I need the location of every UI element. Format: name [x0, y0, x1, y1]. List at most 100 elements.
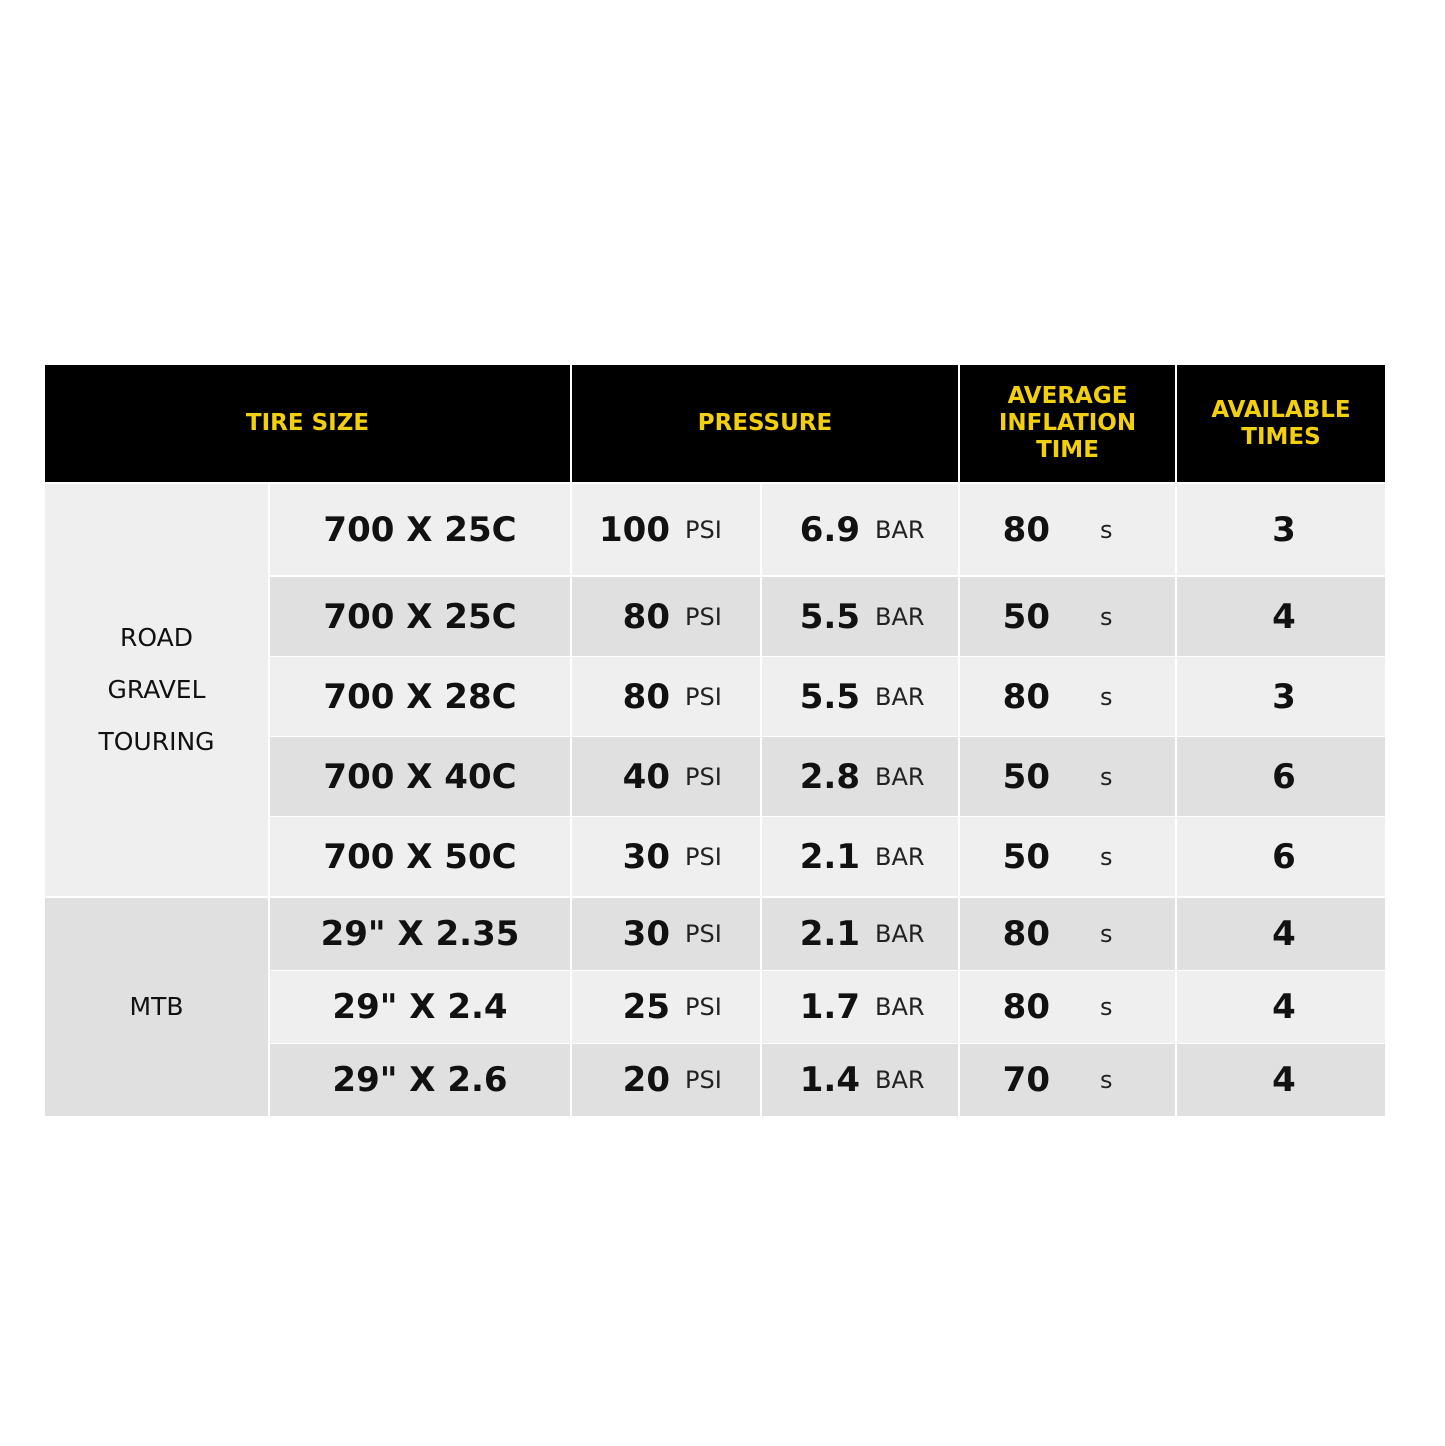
psi-unit-wrap: PSI [685, 657, 760, 736]
psi-value-wrap: 100 [572, 484, 670, 575]
time-value: 70 [1002, 1060, 1050, 1100]
psi-unit: PSI [685, 842, 722, 871]
category-label: TOURING [98, 727, 215, 756]
available-times-cell: 6 [1177, 817, 1385, 896]
time-value: 80 [1002, 987, 1050, 1027]
category-road-gravel-touring: ROAD GRAVEL TOURING [45, 484, 268, 896]
time-value-wrap: 80 [960, 657, 1050, 736]
tire-size-cell: 700 X 50C [270, 817, 570, 896]
bar-unit-wrap: BAR [875, 1044, 958, 1116]
time-unit: s [1100, 515, 1113, 544]
psi-cell: 100 PSI [572, 484, 760, 575]
tire-size-value: 700 X 50C [323, 836, 517, 877]
time-value-wrap: 50 [960, 737, 1050, 816]
time-cell: 50 s [960, 577, 1175, 656]
time-value: 50 [1002, 596, 1050, 637]
psi-value-wrap: 80 [572, 657, 670, 736]
available-times-value: 6 [1272, 756, 1296, 797]
time-value: 80 [1002, 914, 1050, 954]
time-unit-wrap: s [1100, 971, 1175, 1043]
tire-size-value: 700 X 40C [323, 756, 517, 797]
psi-unit: PSI [685, 515, 722, 544]
tire-size-cell: 700 X 40C [270, 737, 570, 816]
time-cell: 80 s [960, 657, 1175, 736]
psi-value: 40 [622, 756, 670, 797]
bar-unit: BAR [875, 920, 925, 948]
bar-value: 2.1 [799, 836, 860, 877]
tire-size-value: 700 X 28C [323, 676, 517, 717]
time-unit-wrap: s [1100, 817, 1175, 896]
available-times-value: 4 [1272, 596, 1296, 637]
time-cell: 80 s [960, 971, 1175, 1043]
tire-size-cell: 700 X 28C [270, 657, 570, 736]
header-pressure: PRESSURE [572, 365, 958, 482]
psi-value: 30 [622, 836, 670, 877]
bar-value: 2.1 [799, 914, 860, 954]
bar-unit: BAR [875, 682, 925, 711]
bar-value-wrap: 6.9 [762, 484, 860, 575]
psi-unit-wrap: PSI [685, 737, 760, 816]
psi-unit: PSI [685, 762, 722, 791]
psi-unit-wrap: PSI [685, 577, 760, 656]
bar-value-wrap: 2.1 [762, 817, 860, 896]
available-times-value: 4 [1272, 914, 1296, 954]
category-mtb: MTB [45, 898, 268, 1116]
available-times-cell: 4 [1177, 971, 1385, 1043]
bar-cell: 2.1 BAR [762, 898, 958, 970]
bar-cell: 2.8 BAR [762, 737, 958, 816]
header-avg-inflation-time: AVERAGE INFLATION TIME [960, 365, 1175, 482]
time-value-wrap: 80 [960, 898, 1050, 970]
psi-cell: 30 PSI [572, 817, 760, 896]
header-tire-size: TIRE SIZE [45, 365, 570, 482]
time-value: 50 [1002, 836, 1050, 877]
psi-value-wrap: 40 [572, 737, 670, 816]
psi-cell: 40 PSI [572, 737, 760, 816]
bar-cell: 6.9 BAR [762, 484, 958, 575]
bar-value-wrap: 1.4 [762, 1044, 860, 1116]
time-cell: 50 s [960, 817, 1175, 896]
available-times-cell: 3 [1177, 484, 1385, 575]
time-unit: s [1100, 602, 1113, 631]
time-value: 50 [1002, 756, 1050, 797]
time-cell: 80 s [960, 484, 1175, 575]
tire-size-cell: 29" X 2.6 [270, 1044, 570, 1116]
psi-unit: PSI [685, 682, 722, 711]
time-value-wrap: 50 [960, 817, 1050, 896]
psi-value-wrap: 25 [572, 971, 670, 1043]
psi-cell: 30 PSI [572, 898, 760, 970]
bar-value: 2.8 [799, 756, 860, 797]
available-times-cell: 6 [1177, 737, 1385, 816]
bar-cell: 2.1 BAR [762, 817, 958, 896]
bar-unit-wrap: BAR [875, 817, 958, 896]
tire-size-cell: 29" X 2.4 [270, 971, 570, 1043]
tire-size-value: 700 X 25C [323, 509, 517, 550]
bar-unit: BAR [875, 842, 925, 871]
time-cell: 50 s [960, 737, 1175, 816]
bar-value-wrap: 5.5 [762, 657, 860, 736]
psi-cell: 80 PSI [572, 577, 760, 656]
tire-size-value: 29" X 2.4 [332, 987, 508, 1027]
tire-size-value: 29" X 2.35 [320, 914, 520, 954]
bar-value-wrap: 2.1 [762, 898, 860, 970]
time-value: 80 [1002, 676, 1050, 717]
time-unit-wrap: s [1100, 898, 1175, 970]
available-times-value: 3 [1272, 676, 1296, 717]
psi-value: 80 [622, 676, 670, 717]
available-times-cell: 4 [1177, 1044, 1385, 1116]
psi-value-wrap: 30 [572, 898, 670, 970]
bar-cell: 1.4 BAR [762, 1044, 958, 1116]
bar-unit-wrap: BAR [875, 737, 958, 816]
psi-value: 30 [622, 914, 670, 954]
bar-unit: BAR [875, 993, 925, 1021]
available-times-value: 4 [1272, 987, 1296, 1027]
time-cell: 80 s [960, 898, 1175, 970]
psi-value-wrap: 80 [572, 577, 670, 656]
available-times-value: 4 [1272, 1060, 1296, 1100]
time-value-wrap: 70 [960, 1044, 1050, 1116]
psi-value-wrap: 20 [572, 1044, 670, 1116]
tire-size-value: 29" X 2.6 [332, 1060, 508, 1100]
bar-unit: BAR [875, 1066, 925, 1094]
psi-value: 100 [599, 509, 670, 550]
bar-value: 1.7 [799, 987, 860, 1027]
psi-cell: 80 PSI [572, 657, 760, 736]
